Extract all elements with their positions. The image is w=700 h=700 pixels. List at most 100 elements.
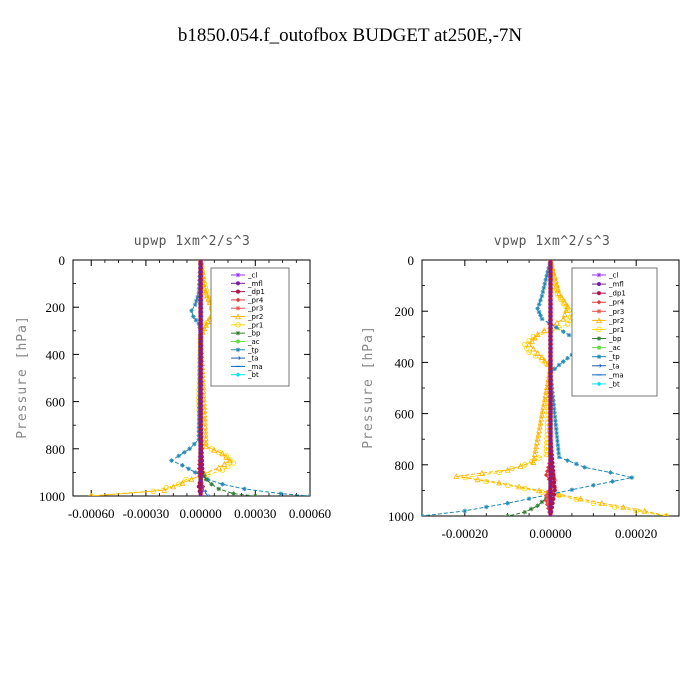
vpwp-series-point-pr2 xyxy=(541,357,548,364)
upwp-series-point-tp xyxy=(192,302,198,308)
vpwp-series-point-dp1 xyxy=(551,492,557,497)
vpwp-series-point-pr2 xyxy=(620,503,627,510)
vpwp-series-point-pr1 xyxy=(526,349,532,355)
upwp-legend-label: _bt xyxy=(247,371,259,379)
vpwp-series-point-tp xyxy=(555,442,561,448)
upwp-series-point-pr2 xyxy=(204,318,211,325)
upwp-legend-marker xyxy=(235,339,241,344)
upwp-y-axis-label: Pressure [hPa] xyxy=(15,315,30,439)
upwp-series-point-pr2 xyxy=(202,288,209,295)
vpwp-legend-marker xyxy=(596,354,602,359)
vpwp-series-line-pr1 xyxy=(464,260,667,516)
upwp-legend-marker xyxy=(235,356,241,360)
vpwp-legend-marker xyxy=(596,282,602,287)
upwp-series-point-tp xyxy=(186,466,192,472)
vpwp-series-point-pr1 xyxy=(633,508,639,514)
vpwp-series-point-pr2 xyxy=(530,345,537,352)
vpwp-series-point-pr2 xyxy=(528,337,535,344)
vpwp-series-point-pr2 xyxy=(641,507,648,514)
vpwp-series-point-tp xyxy=(561,329,566,334)
upwp-legend-label: _bp xyxy=(247,330,261,338)
vpwp-series-point-pr2 xyxy=(453,473,460,480)
vpwp-legend-label: _pr4 xyxy=(608,299,625,307)
vpwp-series-point-pr1 xyxy=(564,321,571,327)
vpwp-series-point-tp xyxy=(538,313,543,318)
upwp-series-point-tp xyxy=(193,317,199,323)
vpwp-series-point-tp xyxy=(565,458,570,463)
vpwp-legend-label: _ma xyxy=(608,371,624,379)
upwp-x-tick-label: 0.00060 xyxy=(289,506,331,521)
vpwp-series-point-tp xyxy=(553,418,558,424)
vpwp-legend-label: _mfl xyxy=(608,281,624,289)
upwp-y-tick-label: 600 xyxy=(46,395,66,410)
vpwp-legend-label: _ac xyxy=(608,344,621,352)
vpwp-legend-marker xyxy=(596,272,602,278)
vpwp-series-point-tp xyxy=(536,302,542,307)
upwp-series-point-tp xyxy=(181,450,187,455)
vpwp-x-tick-label: 0.00000 xyxy=(529,526,571,541)
vpwp-series-point-tp xyxy=(608,470,613,475)
vpwp-series-point-bp xyxy=(539,499,545,505)
vpwp-series-point-pr2 xyxy=(551,273,558,280)
vpwp-series-point-pr2 xyxy=(598,500,605,506)
upwp-series-point-pr2 xyxy=(219,450,226,457)
upwp-plot-area: -0.00060 -0.00030 0.00000 0.00030 0.00060 0 20… xyxy=(39,253,331,521)
vpwp-panel: vpwp 1xm^2/s^3 Pressure [hPa] -0.00020 0.… xyxy=(361,234,680,541)
vpwp-series-point-tp xyxy=(462,508,468,514)
upwp-legend-label: _dp1 xyxy=(247,288,265,296)
vpwp-series-point-pr2 xyxy=(517,462,524,469)
vpwp-legend-box xyxy=(571,267,658,397)
vpwp-legend-label: _ta xyxy=(608,362,620,370)
vpwp-panel-title: vpwp 1xm^2/s^3 xyxy=(494,234,611,249)
upwp-series-point-bp xyxy=(231,491,236,496)
vpwp-series-point-bp xyxy=(535,503,540,509)
vpwp-series-point-pr1 xyxy=(509,465,515,472)
upwp-series-point-pr2 xyxy=(211,446,218,453)
vpwp-series-point-pr3 xyxy=(545,501,551,507)
vpwp-series-point-tp xyxy=(535,306,540,311)
upwp-legend-marker xyxy=(235,305,241,311)
upwp-series-point-pr2 xyxy=(179,479,186,486)
vpwp-y-tick-label: 1000 xyxy=(388,509,414,524)
upwp-x-tick-label: -0.00030 xyxy=(123,506,170,521)
vpwp-series-point-tp xyxy=(566,332,572,338)
vpwp-series-point-pr2 xyxy=(530,459,537,465)
figure-title: b1850.054.f_outofbox BUDGET at250E,-7N xyxy=(178,25,523,46)
vpwp-series-point-pr1 xyxy=(536,455,542,461)
vpwp-series-point-tp xyxy=(582,465,588,470)
upwp-legend-label: _mfl xyxy=(247,280,263,288)
vpwp-series-point-dp1 xyxy=(552,484,557,489)
vpwp-series-point-pr2 xyxy=(474,476,481,483)
vpwp-series-point-tp xyxy=(561,359,566,364)
vpwp-legend-marker xyxy=(596,336,602,341)
vpwp-y-tick-label: 400 xyxy=(395,355,415,370)
vpwp-legend-label: _cl xyxy=(608,272,618,280)
upwp-series-point-tp xyxy=(191,314,196,319)
vpwp-y-tick-label: 800 xyxy=(395,458,415,473)
vpwp-series-point-tp xyxy=(556,362,562,368)
upwp-legend-marker xyxy=(235,281,241,286)
upwp-series-point-tp xyxy=(195,294,200,300)
vpwp-series-point-pr1 xyxy=(566,317,572,324)
upwp-series-point-tp xyxy=(242,486,247,492)
vpwp-series-point-tp xyxy=(538,297,543,303)
vpwp-series-point-tp xyxy=(552,366,558,372)
vpwp-series-point-dp1 xyxy=(552,480,557,485)
upwp-series-point-tp xyxy=(176,453,182,459)
vpwp-y-axis-label: Pressure [hPa] xyxy=(361,325,376,449)
vpwp-series-point-pr3 xyxy=(543,493,549,498)
vpwp-legend-marker xyxy=(596,363,602,368)
upwp-series-point-pr1 xyxy=(163,485,169,491)
vpwp-series-point-bp xyxy=(546,491,551,497)
vpwp-legend-marker xyxy=(596,309,602,314)
upwp-legend-marker xyxy=(235,289,241,294)
vpwp-series-point-pr2 xyxy=(541,327,548,334)
upwp-series-point-pr1 xyxy=(183,476,189,483)
upwp-x-tick-label: 0.00030 xyxy=(234,506,276,521)
vpwp-series-point-tp xyxy=(536,309,542,315)
upwp-legend-label: _pr1 xyxy=(247,321,263,329)
vpwp-series-point-tp xyxy=(573,461,579,467)
upwp-series-point-tp xyxy=(189,308,194,314)
upwp-series-point-tp xyxy=(220,481,225,487)
